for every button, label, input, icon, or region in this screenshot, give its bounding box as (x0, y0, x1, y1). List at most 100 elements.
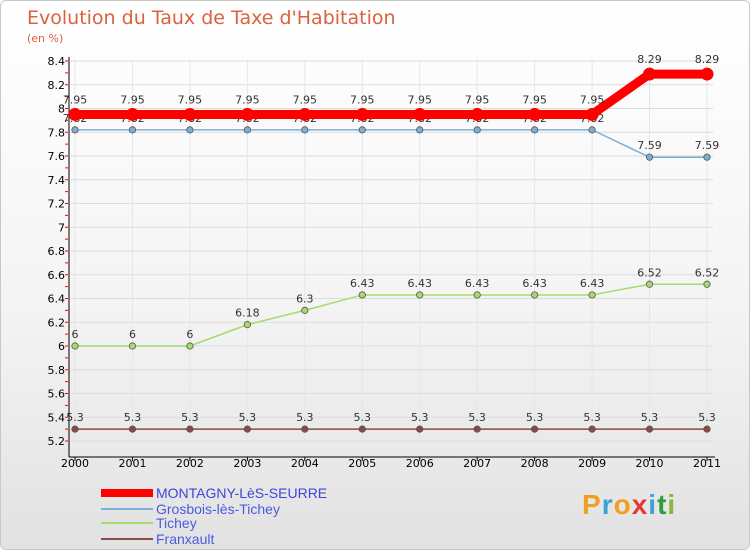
data-point (186, 342, 194, 350)
data-point (301, 425, 309, 433)
y-tick-label: 7 (58, 221, 65, 234)
data-label: 5.3 (583, 411, 601, 424)
series-line (75, 129, 707, 158)
logo-letter: i (648, 489, 658, 520)
logo-letter: P (582, 489, 602, 520)
data-point (128, 425, 137, 433)
data-point (358, 126, 366, 134)
data-label: 6.43 (522, 277, 547, 290)
proxiti-logo: Proxiti (582, 489, 676, 521)
data-point (703, 280, 711, 288)
data-point (645, 153, 654, 161)
data-label: 6 (129, 328, 136, 341)
data-label: 6.43 (407, 277, 432, 290)
data-point (416, 291, 424, 299)
data-label: 7.95 (63, 93, 88, 106)
data-point (298, 107, 312, 121)
x-tick-label: 2003 (233, 457, 261, 470)
data-label: 8.29 (637, 53, 662, 66)
data-point (413, 107, 427, 121)
data-label: 6.18 (235, 307, 260, 320)
logo-letter: r (601, 489, 614, 520)
chart-title: Evolution du Taux de Taxe d'Habitation (27, 7, 396, 29)
x-tick-label: 2010 (636, 457, 664, 470)
data-point (301, 306, 309, 314)
y-tick-label: 5.2 (48, 435, 66, 448)
logo-letter: t (657, 489, 668, 520)
data-label: 6.43 (580, 277, 605, 290)
x-tick-label: 2000 (61, 457, 89, 470)
data-label: 7.59 (695, 139, 720, 152)
data-point (240, 107, 254, 121)
data-label: 5.3 (468, 411, 486, 424)
data-point (301, 126, 309, 134)
data-label: 8.29 (695, 53, 720, 66)
legend-label: Franxault (156, 531, 214, 547)
data-point (531, 126, 539, 134)
data-label: 7.95 (178, 93, 203, 106)
data-label: 6 (186, 328, 193, 341)
data-label: 5.3 (698, 411, 716, 424)
data-label: 5.3 (66, 411, 84, 424)
data-label: 7.95 (293, 93, 318, 106)
data-point (588, 126, 596, 134)
data-point (473, 126, 481, 134)
data-label: 6.3 (296, 292, 314, 305)
data-point (470, 107, 484, 121)
data-point (183, 107, 197, 121)
x-tick-label: 2002 (176, 457, 204, 470)
x-tick-label: 2005 (348, 457, 376, 470)
data-point (643, 67, 657, 81)
data-point (645, 280, 654, 288)
x-tick-label: 2009 (578, 457, 606, 470)
data-point (473, 425, 481, 433)
chart-unit-label: (en %) (27, 32, 64, 45)
data-label: 6.43 (465, 277, 490, 290)
data-point (416, 425, 424, 433)
data-point (585, 107, 599, 121)
data-point (71, 425, 79, 433)
y-tick-label: 8.2 (48, 79, 66, 92)
data-point (68, 107, 82, 121)
data-point (473, 291, 481, 299)
data-label: 7.95 (407, 93, 432, 106)
data-point (700, 67, 714, 81)
data-point (358, 291, 366, 299)
data-point (243, 126, 251, 134)
x-tick-label: 2004 (291, 457, 319, 470)
data-label: 6.43 (350, 277, 375, 290)
x-tick-label: 2011 (693, 457, 721, 470)
data-label: 7.95 (465, 93, 490, 106)
data-point (355, 107, 369, 121)
data-point (358, 425, 366, 433)
data-label: 7.95 (522, 93, 547, 106)
series-line (75, 69, 707, 119)
data-point (531, 291, 539, 299)
legend-label: Grosbois-lès-Tichey (156, 501, 280, 517)
data-point (528, 107, 542, 121)
data-label: 5.3 (526, 411, 544, 424)
y-tick-label: 5.8 (48, 364, 66, 377)
data-label: 5.3 (124, 411, 142, 424)
y-tick-label: 8 (58, 103, 65, 116)
legend-label: Tichey (156, 515, 197, 531)
data-label: 7.95 (350, 93, 375, 106)
data-point (416, 126, 424, 134)
y-tick-label: 5.6 (48, 388, 66, 401)
data-label: 5.3 (641, 411, 659, 424)
y-tick-label: 7.2 (48, 198, 66, 211)
data-point (588, 291, 596, 299)
x-tick-label: 2001 (118, 457, 146, 470)
data-label: 7.95 (235, 93, 260, 106)
data-label: 5.3 (411, 411, 429, 424)
data-point (128, 126, 137, 134)
series-line (75, 283, 707, 347)
y-tick-label: 6.8 (48, 245, 66, 258)
data-label: 5.3 (181, 411, 199, 424)
data-label: 7.59 (637, 139, 662, 152)
data-point (703, 153, 711, 161)
data-point (243, 425, 251, 433)
y-tick-label: 6.4 (48, 293, 66, 306)
legend-label: MONTAGNY-LèS-SEURRE (156, 485, 327, 501)
